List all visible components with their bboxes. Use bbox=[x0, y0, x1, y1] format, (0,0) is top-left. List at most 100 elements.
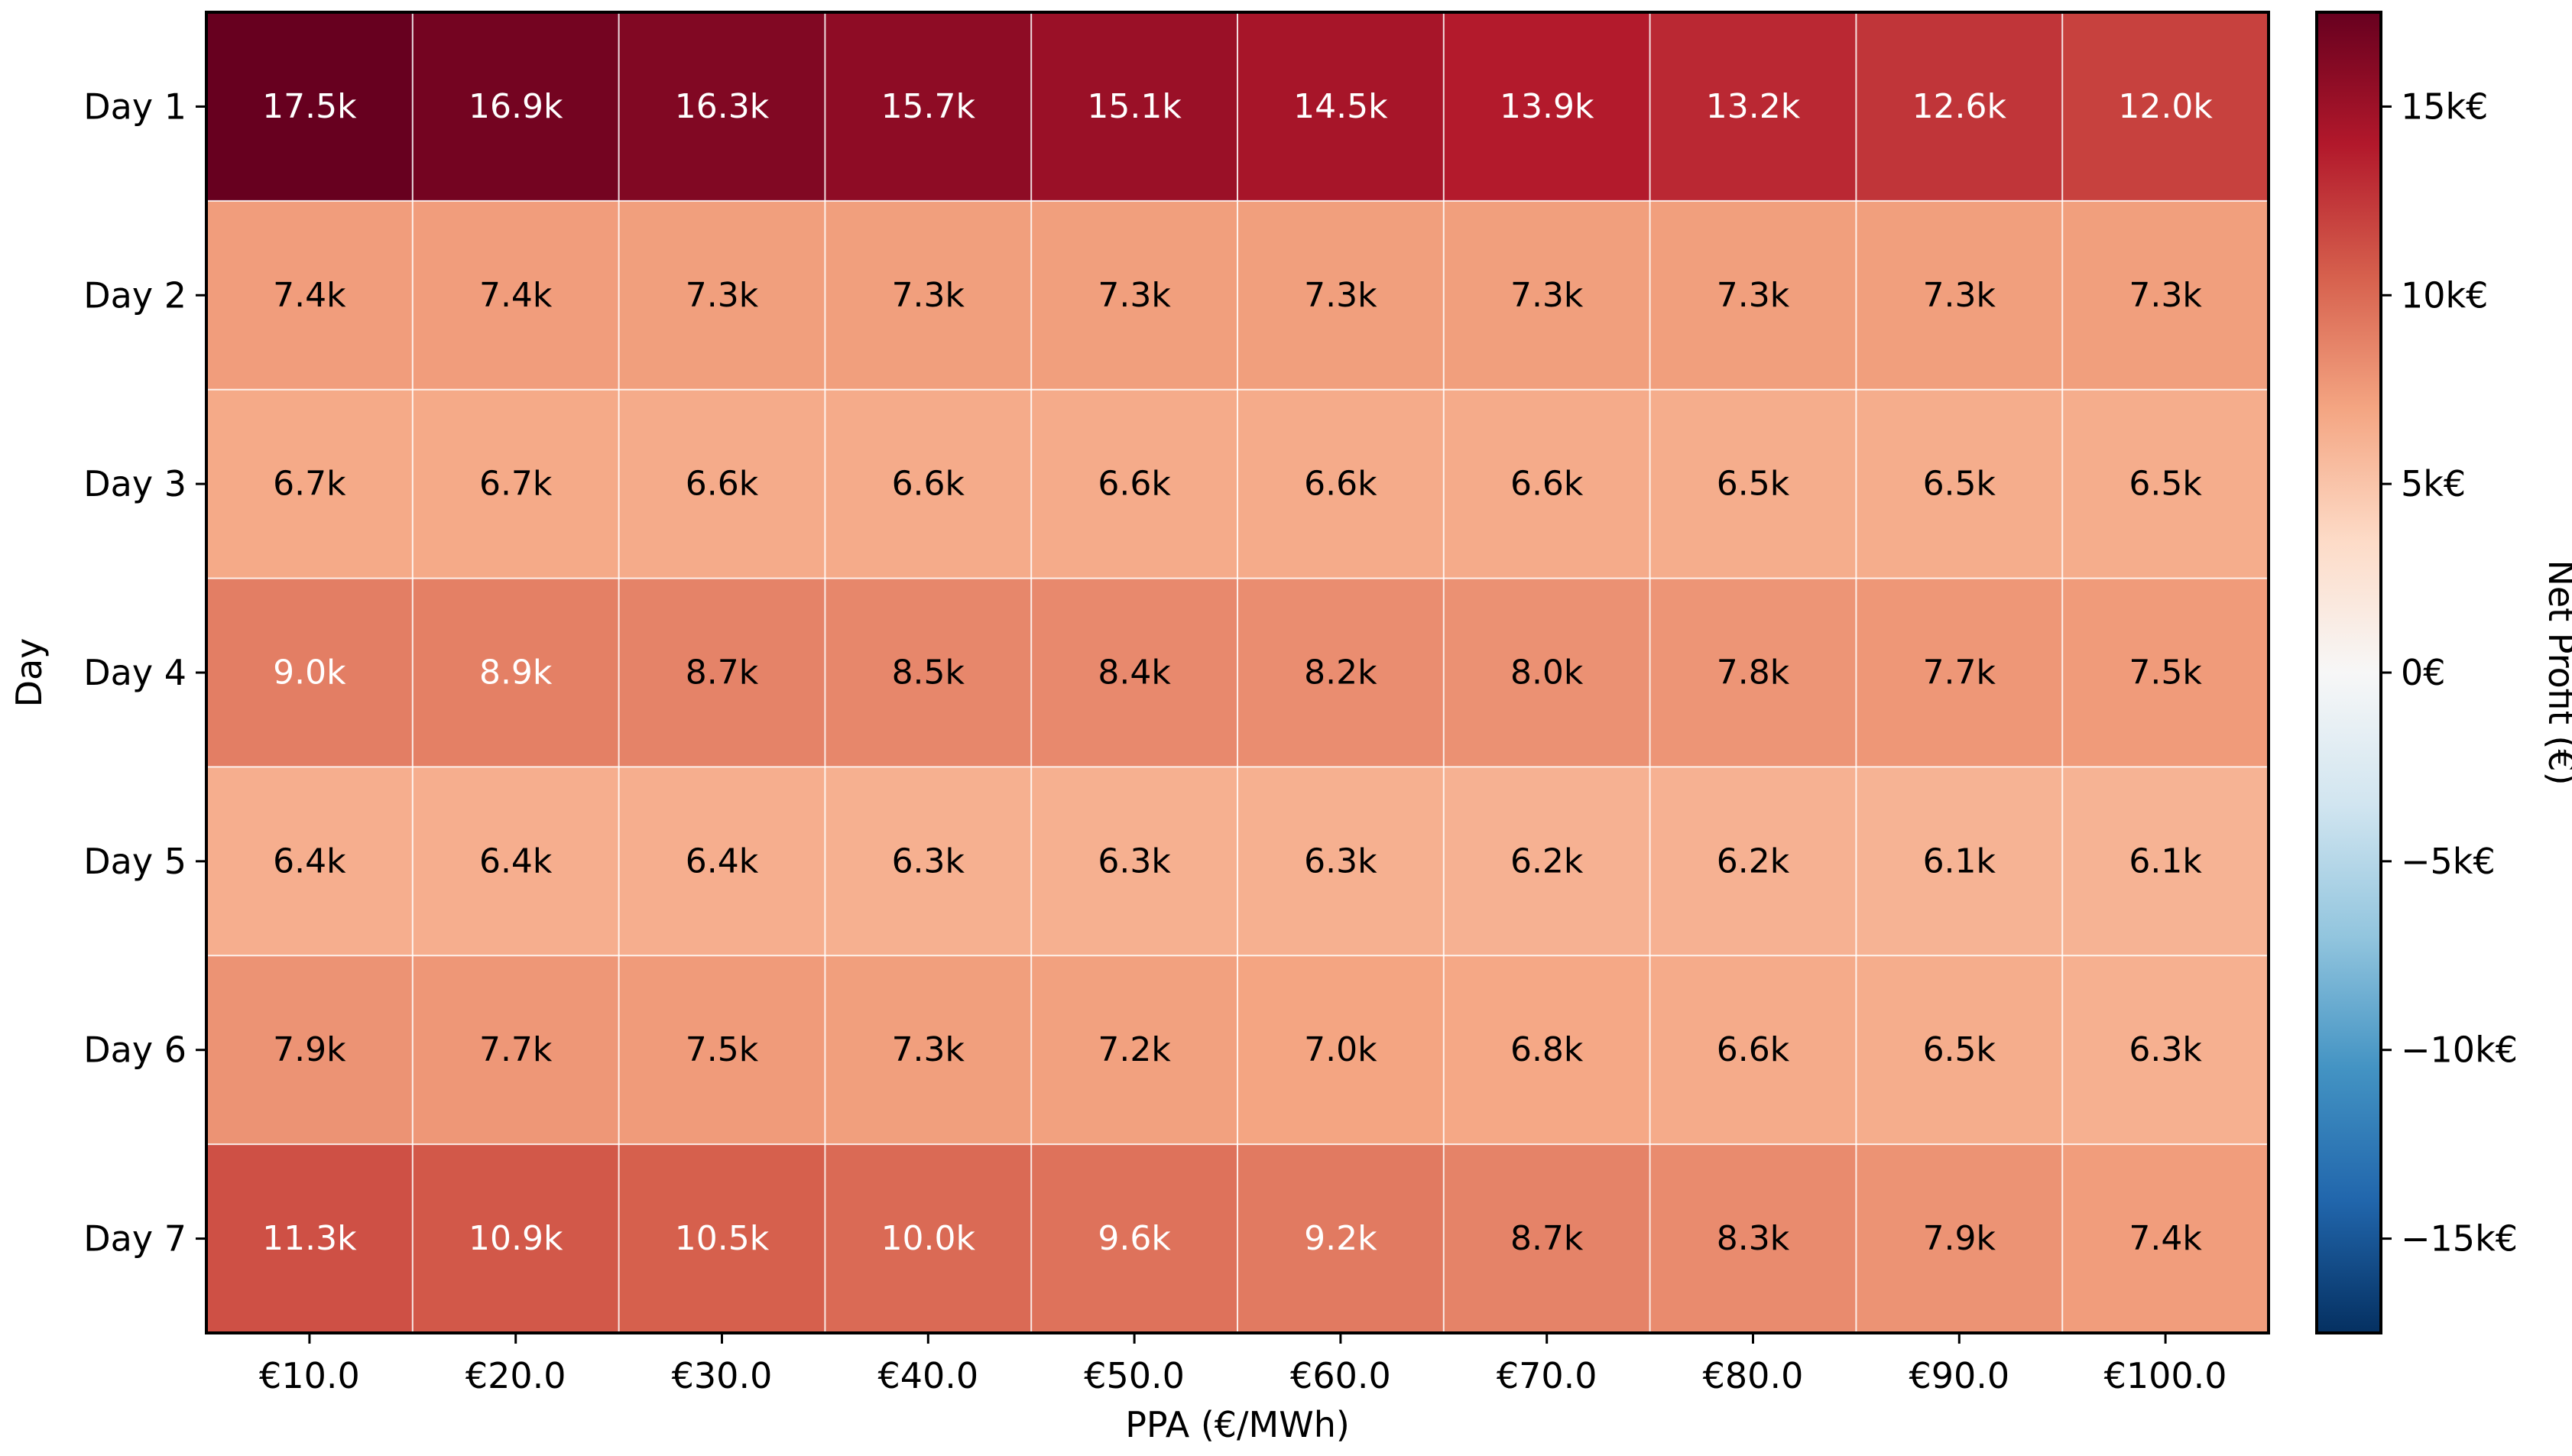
cell-value-label: 7.8k bbox=[1717, 653, 1790, 692]
cell-value-label: 7.2k bbox=[1098, 1030, 1171, 1069]
heatmap-cell bbox=[825, 578, 1032, 767]
heatmap-cell bbox=[2062, 767, 2269, 956]
cell-value-label: 6.1k bbox=[1923, 841, 1996, 880]
cell-value-label: 16.3k bbox=[675, 87, 770, 126]
cell-value-label: 8.4k bbox=[1098, 653, 1171, 692]
cell-value-label: 10.5k bbox=[675, 1219, 770, 1258]
cell-value-label: 6.6k bbox=[1717, 1030, 1790, 1069]
cell-value-label: 6.6k bbox=[686, 465, 759, 504]
heatmap-cell bbox=[206, 389, 414, 579]
cell-value-label: 7.9k bbox=[1923, 1219, 1996, 1258]
heatmap-cell bbox=[825, 1144, 1032, 1334]
heatmap-cell bbox=[1443, 578, 1651, 767]
heatmap-cell bbox=[1237, 955, 1445, 1145]
heatmap-cell bbox=[1649, 1144, 1857, 1334]
heatmap-cell bbox=[412, 12, 620, 202]
heatmap-cells bbox=[206, 12, 2269, 1334]
heatmap-cell bbox=[1443, 389, 1651, 579]
heatmap-cell bbox=[1443, 1144, 1651, 1334]
heatmap-cell bbox=[1443, 955, 1651, 1145]
heatmap-cell bbox=[618, 200, 825, 391]
heatmap-cell bbox=[412, 955, 620, 1145]
cell-value-label: 13.9k bbox=[1500, 87, 1594, 126]
cell-value-label: 7.4k bbox=[273, 276, 346, 315]
heatmap-cell bbox=[1237, 767, 1445, 956]
x-tick-label: €90.0 bbox=[1909, 1355, 2009, 1396]
x-tick-label: €50.0 bbox=[1084, 1355, 1185, 1396]
heatmap-cell bbox=[1856, 767, 2063, 956]
cell-value-label: 9.2k bbox=[1304, 1219, 1377, 1258]
cell-value-label: 11.3k bbox=[262, 1219, 357, 1258]
cell-value-label: 6.5k bbox=[1923, 1030, 1996, 1069]
heatmap-cell bbox=[1237, 578, 1445, 767]
y-tick-label: Day 7 bbox=[83, 1218, 186, 1260]
y-tick-label: Day 4 bbox=[83, 652, 186, 693]
cell-value-label: 6.3k bbox=[1098, 841, 1171, 880]
heatmap-cell bbox=[412, 389, 620, 579]
x-axis-label: PPA (€/MWh) bbox=[1125, 1404, 1350, 1445]
cell-value-label: 7.3k bbox=[1304, 276, 1377, 315]
cell-value-label: 17.5k bbox=[262, 87, 357, 126]
cell-value-label: 7.4k bbox=[2129, 1219, 2202, 1258]
heatmap-cell bbox=[1649, 200, 1857, 391]
cell-value-label: 6.5k bbox=[1717, 465, 1790, 504]
colorbar-tick-label: 5k€ bbox=[2401, 463, 2466, 504]
cell-value-label: 6.5k bbox=[2129, 465, 2202, 504]
x-tick-label: €80.0 bbox=[1703, 1355, 1804, 1396]
cell-value-label: 8.0k bbox=[1510, 653, 1584, 692]
heatmap-cell bbox=[206, 578, 414, 767]
cell-value-label: 14.5k bbox=[1293, 87, 1388, 126]
x-axis: €10.0 €20.0 €30.0 €40.0 €50.0 €60.0 €70.0 €80.0… bbox=[259, 1333, 2227, 1396]
heatmap-cell bbox=[618, 1144, 825, 1334]
cell-grid-lines bbox=[206, 12, 2269, 1333]
cell-value-label: 12.0k bbox=[2118, 87, 2213, 126]
heatmap-cell bbox=[1856, 955, 2063, 1145]
heatmap-cell bbox=[1443, 200, 1651, 391]
cell-value-label: 6.3k bbox=[2129, 1030, 2202, 1069]
cell-value-label: 16.9k bbox=[469, 87, 563, 126]
heatmap-cell bbox=[1237, 12, 1445, 202]
heatmap-cell bbox=[1649, 12, 1857, 202]
heatmap-cell bbox=[1031, 767, 1238, 956]
cell-value-label: 7.4k bbox=[479, 276, 553, 315]
heatmap-cell bbox=[825, 767, 1032, 956]
y-tick-label: Day 2 bbox=[83, 274, 186, 316]
heatmap-cell bbox=[1649, 578, 1857, 767]
heatmap-cell bbox=[618, 578, 825, 767]
heatmap-cell bbox=[2062, 200, 2269, 391]
x-tick-label: €100.0 bbox=[2104, 1355, 2227, 1396]
cell-value-label: 7.3k bbox=[2129, 276, 2202, 315]
cell-value-label: 15.7k bbox=[881, 87, 976, 126]
cell-value-label: 12.6k bbox=[1912, 87, 2007, 126]
colorbar-tick-label: −10k€ bbox=[2401, 1030, 2518, 1071]
cell-value-label: 6.6k bbox=[1304, 465, 1377, 504]
heatmap-cell bbox=[412, 767, 620, 956]
heatmap-cell bbox=[1031, 1144, 1238, 1334]
heatmap-cell bbox=[1649, 767, 1857, 956]
heatmap-cell bbox=[412, 1144, 620, 1334]
y-axis-label: Day bbox=[8, 638, 50, 708]
heatmap-cell bbox=[1031, 955, 1238, 1145]
x-tick-label: €70.0 bbox=[1497, 1355, 1597, 1396]
colorbar bbox=[2315, 11, 2382, 1334]
heatmap-cell bbox=[1237, 389, 1445, 579]
heatmap-cell bbox=[2062, 1144, 2269, 1334]
heatmap-cell bbox=[206, 1144, 414, 1334]
heatmap-cell bbox=[1031, 200, 1238, 391]
cell-value-label: 8.7k bbox=[686, 653, 759, 692]
x-tick-label: €20.0 bbox=[465, 1355, 566, 1396]
heatmap-cell bbox=[825, 200, 1032, 391]
heatmap-cell bbox=[1856, 1144, 2063, 1334]
heatmap-cell bbox=[1237, 200, 1445, 391]
cell-value-label: 6.8k bbox=[1510, 1030, 1584, 1069]
cell-value-label: 6.3k bbox=[892, 841, 965, 880]
cell-value-label: 8.7k bbox=[1510, 1219, 1584, 1258]
cell-value-label: 7.7k bbox=[1923, 653, 1996, 692]
cell-value-label: 6.6k bbox=[1098, 465, 1171, 504]
cell-value-label: 7.3k bbox=[686, 276, 759, 315]
cell-value-label: 6.3k bbox=[1304, 841, 1377, 880]
heatmap-cell bbox=[2062, 12, 2269, 202]
cell-value-label: 6.7k bbox=[479, 465, 553, 504]
cell-value-label: 7.5k bbox=[686, 1030, 759, 1069]
colorbar-label: Net Profit (€) bbox=[2541, 559, 2572, 785]
